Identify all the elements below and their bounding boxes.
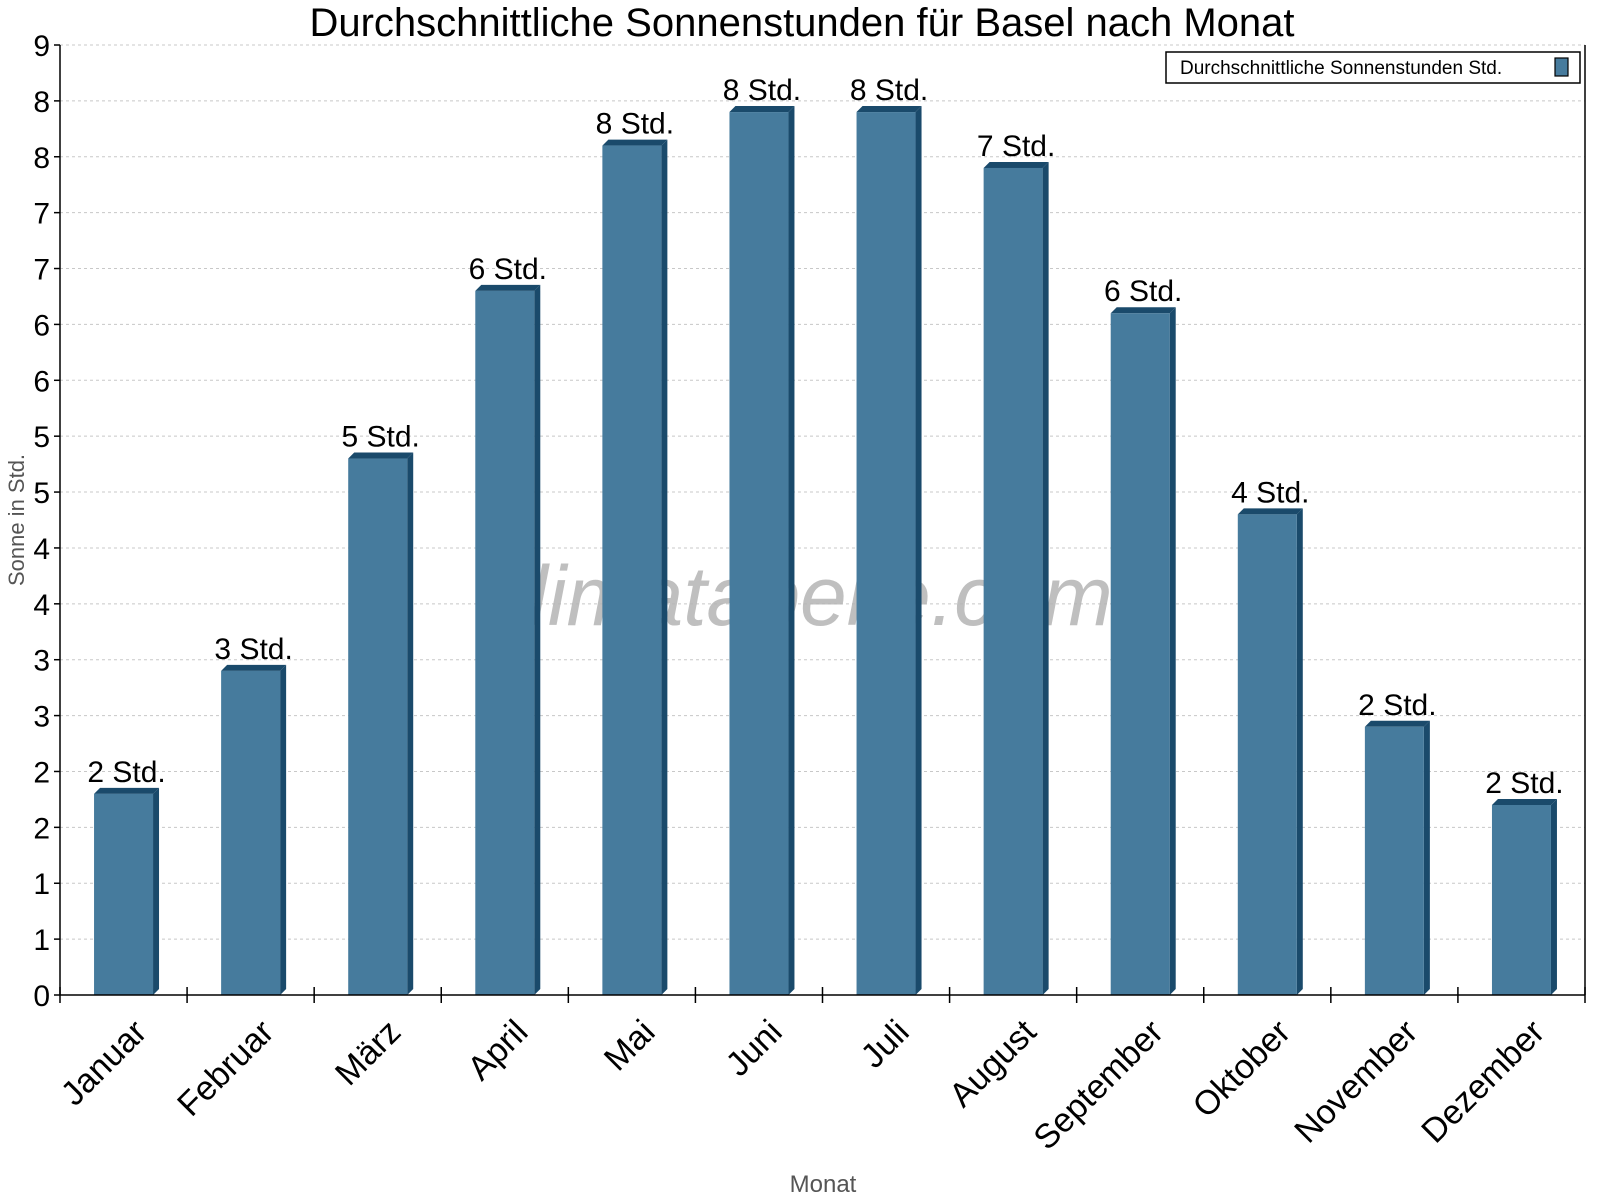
y-axis-label: Sonne in Std.	[4, 454, 29, 586]
data-label: 8 Std.	[723, 74, 801, 107]
bar-side	[1423, 720, 1430, 995]
legend-swatch	[1554, 57, 1569, 77]
bar	[602, 145, 662, 995]
bar-side	[788, 106, 795, 995]
bar-side	[915, 106, 922, 995]
y-tick-label: 6	[33, 365, 50, 398]
bar-top	[856, 106, 922, 113]
y-ticks: 0 1 1 2 2 3 3 4 4 5 5 6 6 7 7 8 8 9	[33, 30, 60, 1013]
grid-lines	[60, 44, 1585, 940]
legend-box	[1165, 51, 1581, 84]
x-tick-label: März	[328, 1013, 408, 1093]
data-label: 8 Std.	[596, 108, 674, 141]
bar-top	[1364, 720, 1430, 727]
legend-label: Durchschnittliche Sonnenstunden Std.	[1180, 58, 1502, 79]
x-tick-label: August	[942, 1012, 1044, 1114]
bar-top	[602, 139, 668, 146]
bar-top	[729, 106, 795, 113]
y-tick-label: 4	[33, 533, 50, 566]
y-tick-label: 7	[33, 254, 50, 287]
y-tick-label: 5	[33, 477, 50, 510]
x-tick-label: Dezember	[1414, 1013, 1552, 1151]
bar-side	[661, 139, 668, 995]
data-label: 2 Std.	[1358, 689, 1436, 722]
axes	[59, 45, 1586, 996]
y-tick-label: 1	[33, 868, 50, 901]
y-tick-label: 3	[33, 645, 50, 678]
bar-top	[1237, 508, 1303, 515]
y-tick-label: 8	[33, 86, 50, 119]
bar	[983, 167, 1043, 996]
y-tick-label: 2	[33, 812, 50, 845]
bar-side	[1169, 307, 1176, 995]
bar-top	[1491, 799, 1557, 805]
x-tick-label: Mai	[597, 1013, 663, 1079]
bar-side	[534, 284, 541, 996]
bar-top	[348, 452, 414, 459]
y-tick-label: 0	[33, 980, 50, 1013]
bars: 2 Std. 3 Std. 5 Std. 6 Std. 8 Std. 8 Std. 8 St…	[87, 74, 1564, 996]
y-tick-label: 8	[33, 142, 50, 175]
y-tick-label: 7	[33, 198, 50, 231]
data-label: 6 Std.	[1104, 275, 1182, 308]
bar	[221, 670, 281, 995]
x-tick-label: Oktober	[1186, 1013, 1298, 1125]
bar-top	[221, 664, 287, 671]
x-tick-label: Januar	[54, 1013, 154, 1113]
y-tick-label: 5	[33, 421, 50, 454]
data-label: 8 Std.	[850, 74, 928, 107]
data-label: 2 Std.	[1485, 767, 1563, 800]
x-tick-label: Juli	[854, 1013, 917, 1076]
bar-top	[475, 284, 541, 291]
bar-top	[983, 161, 1049, 168]
x-tick-label: Februar	[170, 1013, 281, 1124]
bar	[348, 458, 408, 995]
y-tick-label: 4	[33, 589, 50, 622]
bar	[856, 112, 916, 995]
bar	[1110, 313, 1170, 995]
bar-side	[407, 452, 414, 995]
data-label: 4 Std.	[1231, 476, 1309, 509]
bar	[1237, 514, 1297, 995]
bar-side	[1296, 508, 1303, 995]
data-label: 7 Std.	[977, 130, 1055, 163]
y-tick-label: 6	[33, 309, 50, 342]
data-label: 3 Std.	[214, 633, 292, 666]
x-tick-label: April	[460, 1013, 535, 1088]
bar-side	[280, 664, 287, 995]
x-ticks: Januar Februar März April Mai Juni Juli AugustS…	[54, 987, 1586, 1157]
chart-title: Durchschnittliche Sonnenstunden für Base…	[309, 1, 1294, 45]
bar	[1364, 726, 1424, 995]
y-tick-label: 2	[33, 756, 50, 789]
bar	[475, 290, 535, 996]
y-tick-label: 3	[33, 701, 50, 734]
x-tick-label: September	[1026, 1013, 1170, 1157]
data-label: 2 Std.	[87, 756, 165, 789]
bar	[94, 793, 154, 995]
bar-side	[1550, 799, 1557, 995]
data-label: 6 Std.	[469, 253, 547, 286]
x-axis-label: Monat	[790, 1171, 857, 1198]
x-tick-label: November	[1287, 1013, 1425, 1151]
x-tick-label: Juni	[719, 1013, 790, 1084]
y-tick-label: 9	[33, 30, 50, 63]
y-tick-label: 1	[33, 924, 50, 957]
legend: Durchschnittliche Sonnenstunden Std.	[1165, 51, 1581, 84]
bar-side	[1042, 161, 1049, 996]
bar	[1491, 805, 1551, 995]
bar-top	[1110, 307, 1176, 314]
data-label: 5 Std.	[342, 421, 420, 454]
bar-side	[153, 787, 160, 995]
bar	[729, 112, 789, 995]
bar-top	[94, 787, 160, 794]
